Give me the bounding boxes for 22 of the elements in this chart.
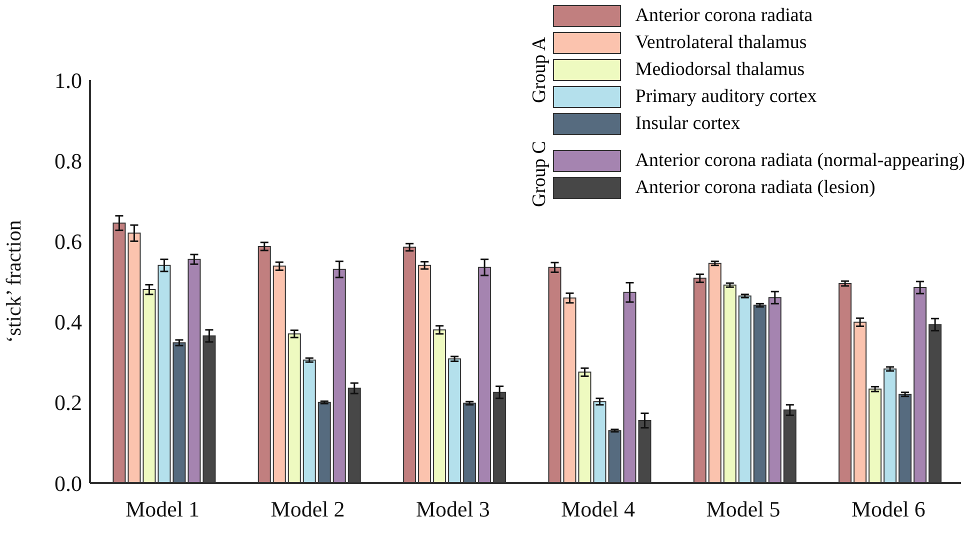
y-axis-title: ‘stick’ fraction bbox=[1, 220, 26, 343]
y-tick-label: 0.2 bbox=[54, 390, 82, 416]
legend-label: Anterior corona radiata bbox=[635, 4, 813, 26]
legend-label: Insular cortex bbox=[635, 112, 740, 134]
y-tick-label: 1.0 bbox=[54, 68, 82, 93]
x-tick-label: Model 1 bbox=[126, 496, 200, 522]
legend-label: Ventrolateral thalamus bbox=[635, 32, 807, 54]
y-tick-label: 0.6 bbox=[54, 229, 82, 254]
y-tick-label: 0.0 bbox=[54, 470, 82, 496]
x-tick-label: Model 2 bbox=[270, 496, 345, 522]
x-tick-label: Model 5 bbox=[706, 496, 780, 522]
y-tick-label: 0.4 bbox=[54, 310, 82, 335]
annotation: Group C bbox=[529, 141, 552, 207]
x-tick-label: Model 3 bbox=[416, 496, 490, 522]
legend-label: Primary auditory cortex bbox=[635, 86, 817, 108]
x-tick-label: Model 4 bbox=[561, 496, 636, 522]
legend-label: Anterior corona radiata (lesion) bbox=[635, 176, 876, 198]
legend-label: Anterior corona radiata (normal-appearing) bbox=[635, 150, 965, 172]
y-tick-label: 0.8 bbox=[54, 148, 82, 174]
annotation: Group A bbox=[529, 36, 552, 102]
legend-label: Mediodorsal thalamus bbox=[635, 58, 805, 80]
x-tick-label: Model 6 bbox=[851, 496, 926, 522]
